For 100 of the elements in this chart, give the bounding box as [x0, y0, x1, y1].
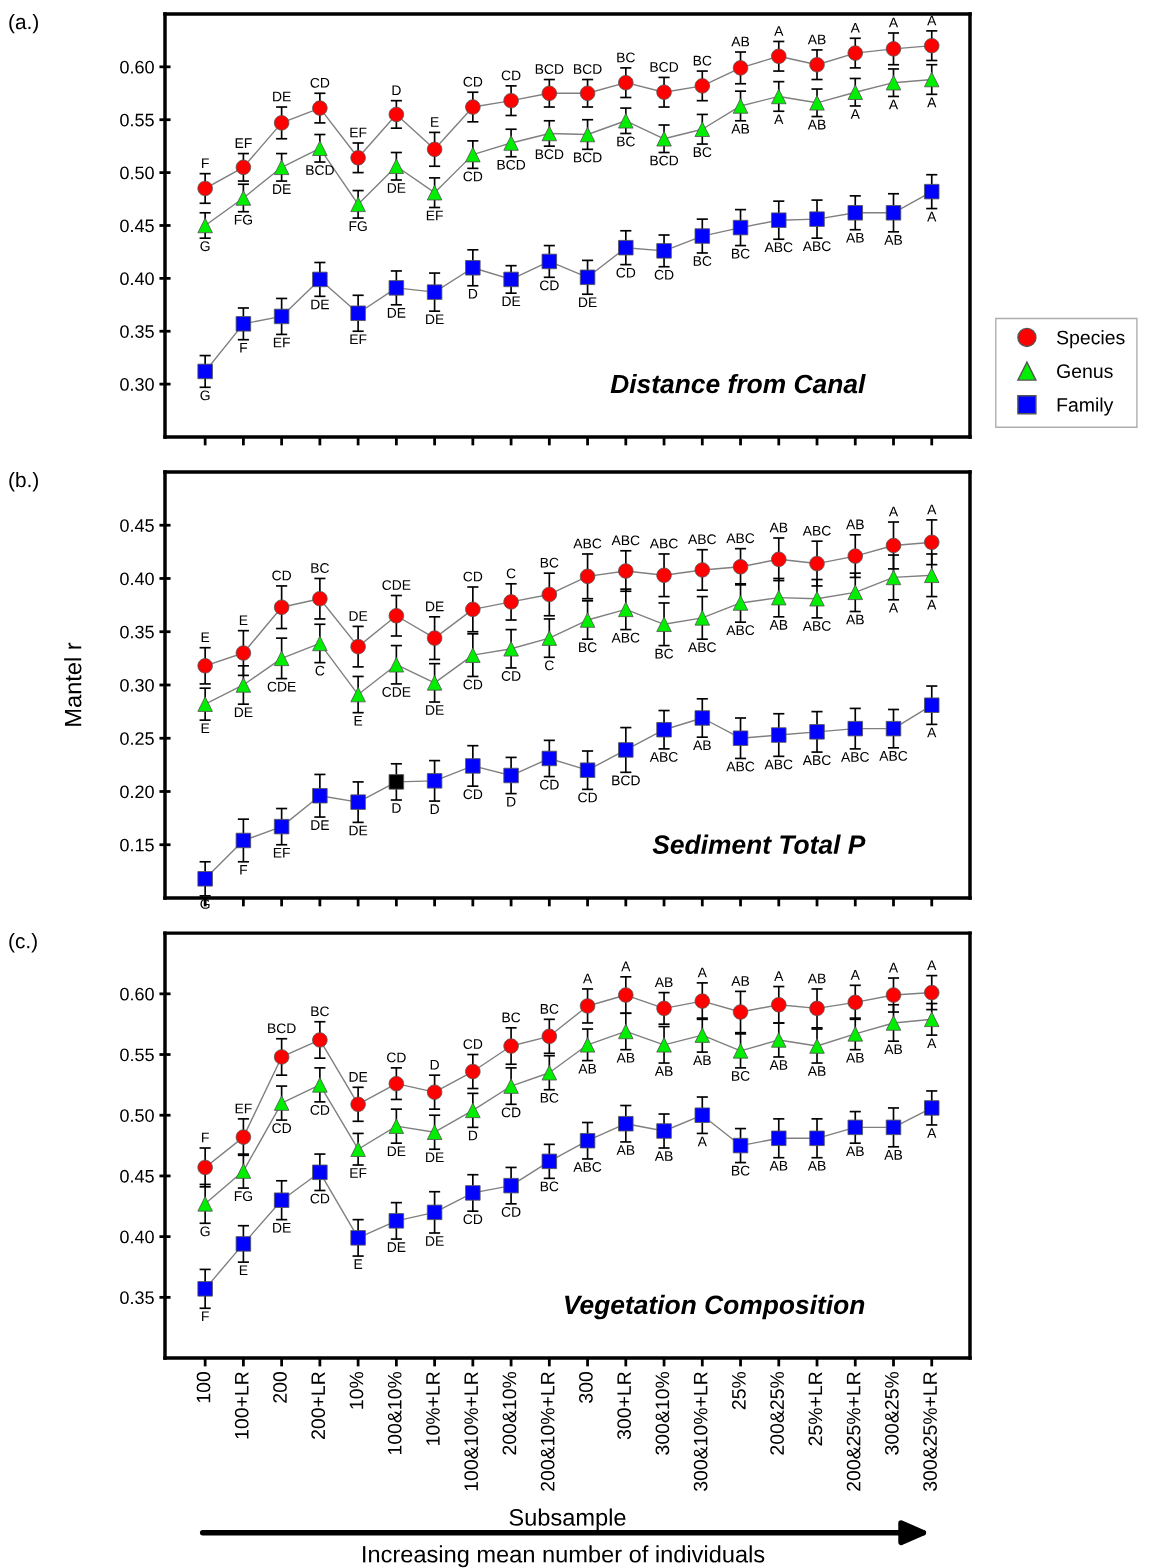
data-label: AB [807, 34, 826, 45]
data-label: DE [387, 1146, 406, 1156]
text: Vegetation Composition [565, 1294, 865, 1320]
x-tick-label: 25% [731, 1371, 746, 1410]
data-label: A [697, 1136, 707, 1147]
data-label: DE [311, 820, 329, 830]
y-tick-label: 0.40 [120, 272, 154, 286]
point [273, 308, 290, 325]
data-label: ABC [649, 752, 678, 762]
x-tick-label: 10%+LR [426, 1372, 440, 1445]
data-label: AB [693, 1055, 711, 1065]
data-label: A [927, 211, 937, 222]
data-label: BCD [535, 149, 564, 160]
x-tick-label: 300&25%+LR [923, 1372, 937, 1492]
data-label: CD [463, 1214, 483, 1225]
point [809, 95, 825, 111]
y-tick-label: 0.30 [120, 378, 154, 391]
y-tick-label: 0.35 [120, 625, 154, 639]
point [618, 601, 634, 618]
data-label: CD [463, 171, 483, 182]
data-label: EF [235, 138, 252, 148]
data-label: C [315, 665, 325, 676]
point [541, 630, 558, 646]
data-label: BC [693, 147, 712, 158]
data-label: A [774, 26, 784, 36]
data-label: EF [273, 848, 290, 858]
point [197, 1196, 213, 1212]
data-label: E [354, 715, 363, 726]
data-label: D [430, 804, 439, 814]
data-label: D [468, 1130, 478, 1141]
y-tick-label: 0.35 [120, 325, 154, 338]
data-label: AB [731, 976, 750, 986]
data-label: A [582, 973, 593, 984]
point [656, 1037, 672, 1053]
data-label: D [507, 796, 516, 807]
data-label: CD [463, 679, 483, 690]
data-label: BCD [306, 165, 334, 175]
y-tick-label: 0.40 [120, 1230, 154, 1244]
data-label: A [927, 599, 937, 610]
data-label: CDE [267, 681, 296, 692]
point [541, 1065, 558, 1081]
data-label: DE [426, 601, 444, 612]
data-label: A [850, 23, 860, 33]
data-label: ABC [611, 632, 640, 643]
y-tick-label: 0.45 [120, 219, 154, 233]
data-label: BCD [497, 159, 526, 170]
data-label: CD [654, 269, 674, 280]
data-label: D [392, 85, 401, 96]
point [235, 832, 252, 849]
y-tick-label: 0.15 [120, 838, 154, 852]
point [885, 720, 902, 737]
point [618, 113, 634, 129]
data-label: EF [350, 1168, 367, 1178]
data-label: A [927, 1128, 937, 1138]
data-label: BCD [574, 152, 602, 163]
data-label: E [201, 632, 210, 643]
point [426, 184, 443, 201]
point [732, 219, 749, 236]
data-label: BCD [535, 64, 564, 74]
point [694, 1107, 710, 1123]
data-label: A [888, 603, 899, 613]
data-label: DE [426, 1152, 444, 1163]
point [503, 135, 519, 151]
data-label: CD [501, 70, 521, 81]
data-label: A [927, 15, 937, 26]
data-label: A [927, 727, 937, 738]
data-label: CD [463, 76, 483, 87]
point [771, 1032, 787, 1048]
data-label: AB [769, 1060, 788, 1070]
data-label: AB [616, 1145, 635, 1155]
point [694, 121, 710, 137]
point [694, 1027, 710, 1043]
point [771, 88, 787, 105]
point [694, 610, 710, 626]
data-label: BC [502, 1012, 521, 1023]
point [273, 818, 290, 835]
point [350, 686, 366, 703]
point [847, 720, 863, 737]
data-label: DE [387, 183, 406, 193]
x-tick-label: 200 [273, 1372, 287, 1403]
point [197, 217, 213, 234]
point [579, 1037, 596, 1053]
data-label: EF [350, 334, 367, 345]
data-label: AB [846, 614, 864, 625]
data-label: C [545, 660, 554, 671]
data-label: ABC [764, 242, 793, 253]
data-label: F [202, 158, 209, 168]
data-label: AB [846, 233, 864, 243]
point [235, 677, 252, 693]
point [388, 158, 405, 174]
data-label: A [621, 961, 631, 972]
point [771, 589, 787, 606]
data-label: F [202, 1311, 209, 1322]
point [465, 146, 481, 163]
data-label: CD [540, 779, 559, 790]
data-label: AB [807, 119, 826, 130]
point [350, 196, 366, 213]
data-label: CD [501, 671, 521, 681]
x-tick-label: 300+LR [617, 1372, 632, 1440]
data-label: CD [501, 1107, 521, 1118]
